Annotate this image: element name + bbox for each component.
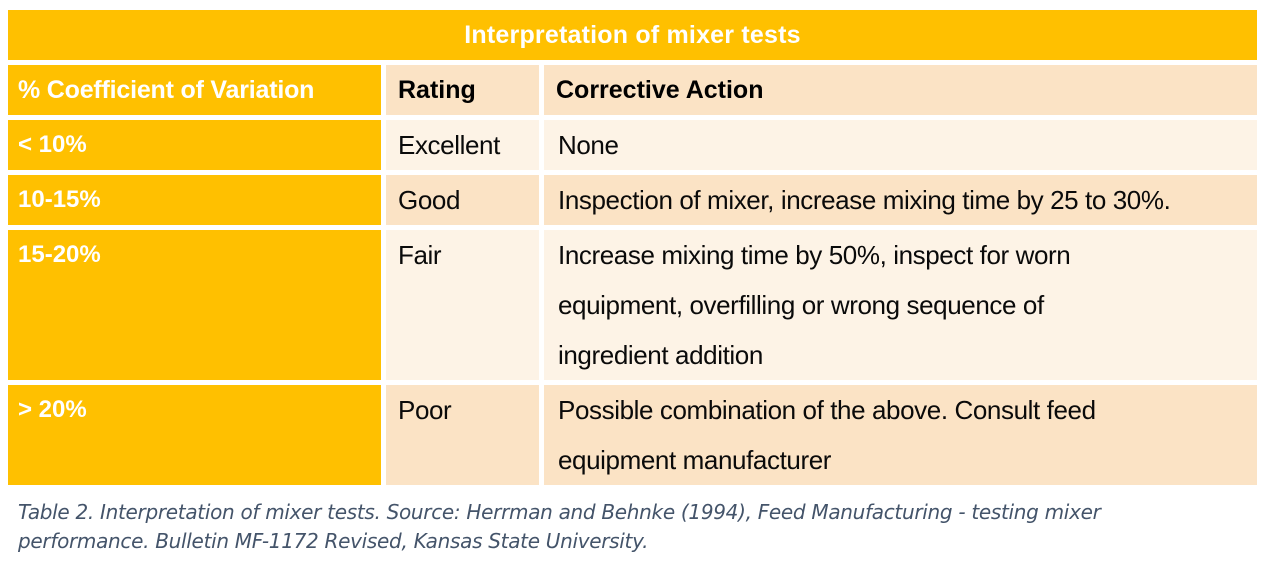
table-row-excellent: < 10% Excellent None [3,115,1262,175]
cell-action: Possible combination of the above. Consu… [539,380,1262,490]
cell-action: Inspection of mixer, increase mixing tim… [539,170,1262,230]
col-header-coefficient-of-variation: % Coefficient of Variation [3,60,386,120]
table-title: Interpretation of mixer tests [3,5,1262,65]
cell-rating: Good [381,170,544,230]
table-caption: Table 2. Interpretation of mixer tests. … [18,500,1101,553]
cell-cv: 15-20% [3,225,386,385]
cell-action: None [539,115,1262,175]
cell-cv: > 20% [3,380,386,490]
mixer-tests-table: Interpretation of mixer tests % Coeffici… [3,5,1262,490]
cell-rating: Fair [381,225,544,385]
table-row-good: 10-15% Good Inspection of mixer, increas… [3,170,1262,230]
cell-cv: < 10% [3,115,386,175]
header-row: % Coefficient of Variation Rating Correc… [3,60,1262,120]
table-row-poor: > 20% Poor Possible combination of the a… [3,380,1262,490]
col-header-rating: Rating [381,60,544,120]
table-row-fair: 15-20% Fair Increase mixing time by 50%,… [3,225,1262,385]
col-header-corrective-action: Corrective Action [539,60,1262,120]
cell-action: Increase mixing time by 50%, inspect for… [539,225,1262,385]
cell-rating: Excellent [381,115,544,175]
title-row: Interpretation of mixer tests [3,5,1262,65]
cell-cv: 10-15% [3,170,386,230]
cell-rating: Poor [381,380,544,490]
